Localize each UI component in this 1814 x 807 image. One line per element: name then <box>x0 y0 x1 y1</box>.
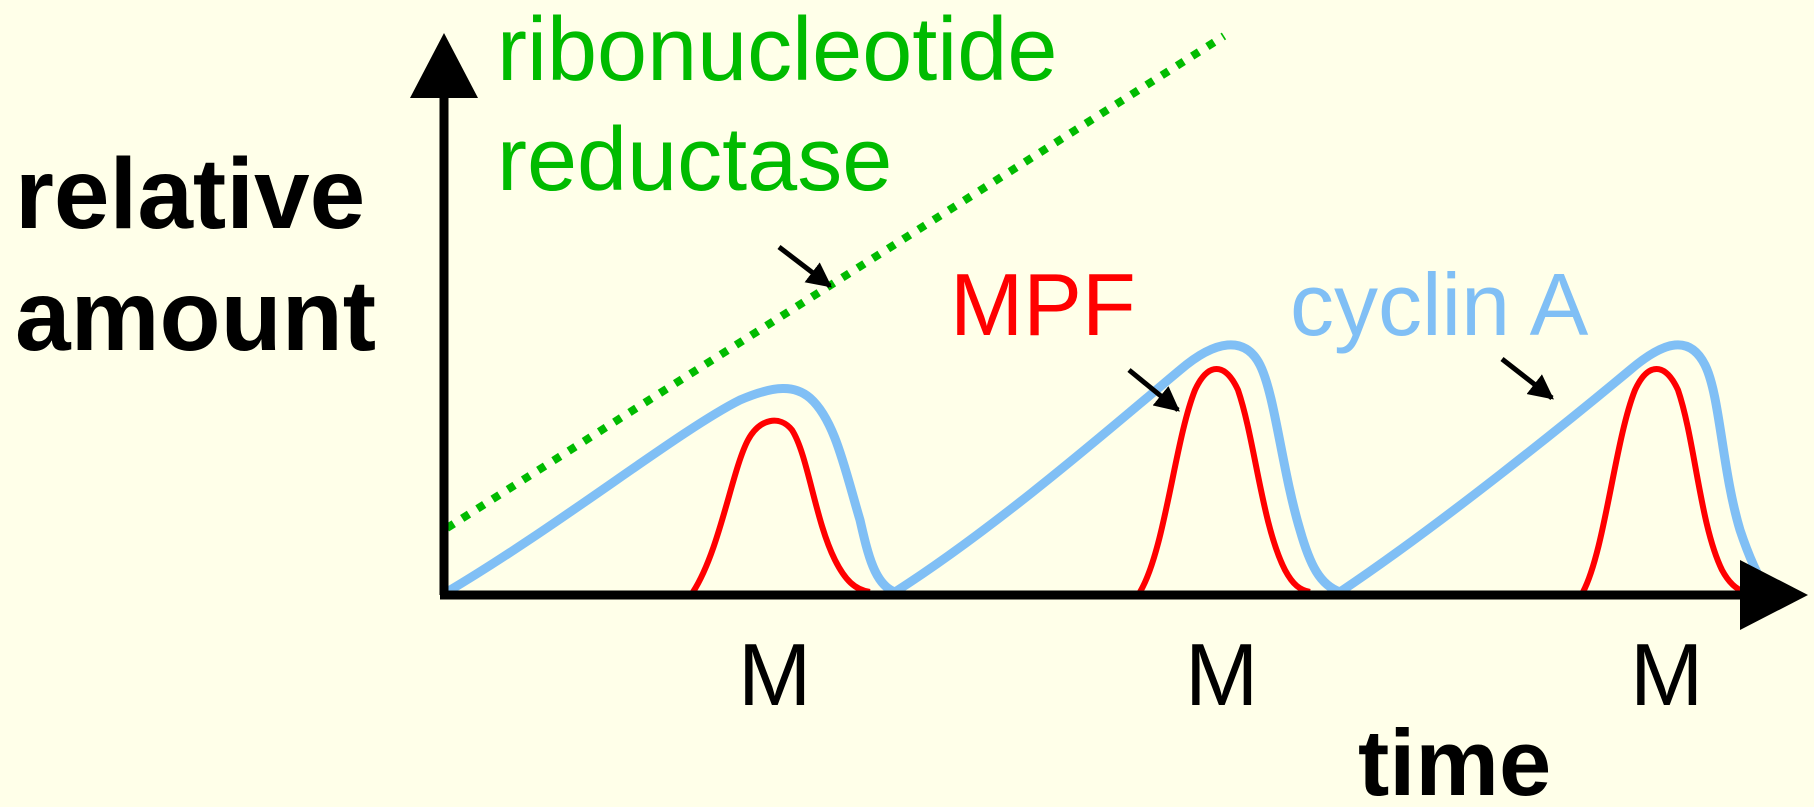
reductase-pointer-arrow <box>777 245 832 288</box>
ribonucleotide-reductase-label-line-2: reductase <box>497 110 892 210</box>
y-axis-label: relative amount <box>15 138 393 372</box>
phase-label-m-1: M <box>738 625 811 724</box>
x-axis-arrowhead <box>1740 560 1808 630</box>
phase-label-m-3: M <box>1630 625 1703 724</box>
y-axis-label-line-2: amount <box>15 260 376 372</box>
y-axis-label-line-1: relative <box>15 138 365 250</box>
cyclin-a-curve <box>444 340 1772 597</box>
x-axis-label: time <box>1358 710 1551 807</box>
ribonucleotide-reductase-label-line-1: ribonucleotide <box>497 0 1057 100</box>
phase-label-m-2: M <box>1185 625 1258 724</box>
mpf-label: MPF <box>950 255 1136 354</box>
mpf-pointer-arrow <box>1127 368 1180 412</box>
cyclin-a-label: cyclin A <box>1290 255 1589 354</box>
cyclin-a-pointer-arrow <box>1500 357 1554 400</box>
mpf-curve <box>690 366 1746 595</box>
ribonucleotide-reductase-label: ribonucleotide reductase <box>497 0 1082 210</box>
y-axis-arrowhead <box>410 33 478 98</box>
